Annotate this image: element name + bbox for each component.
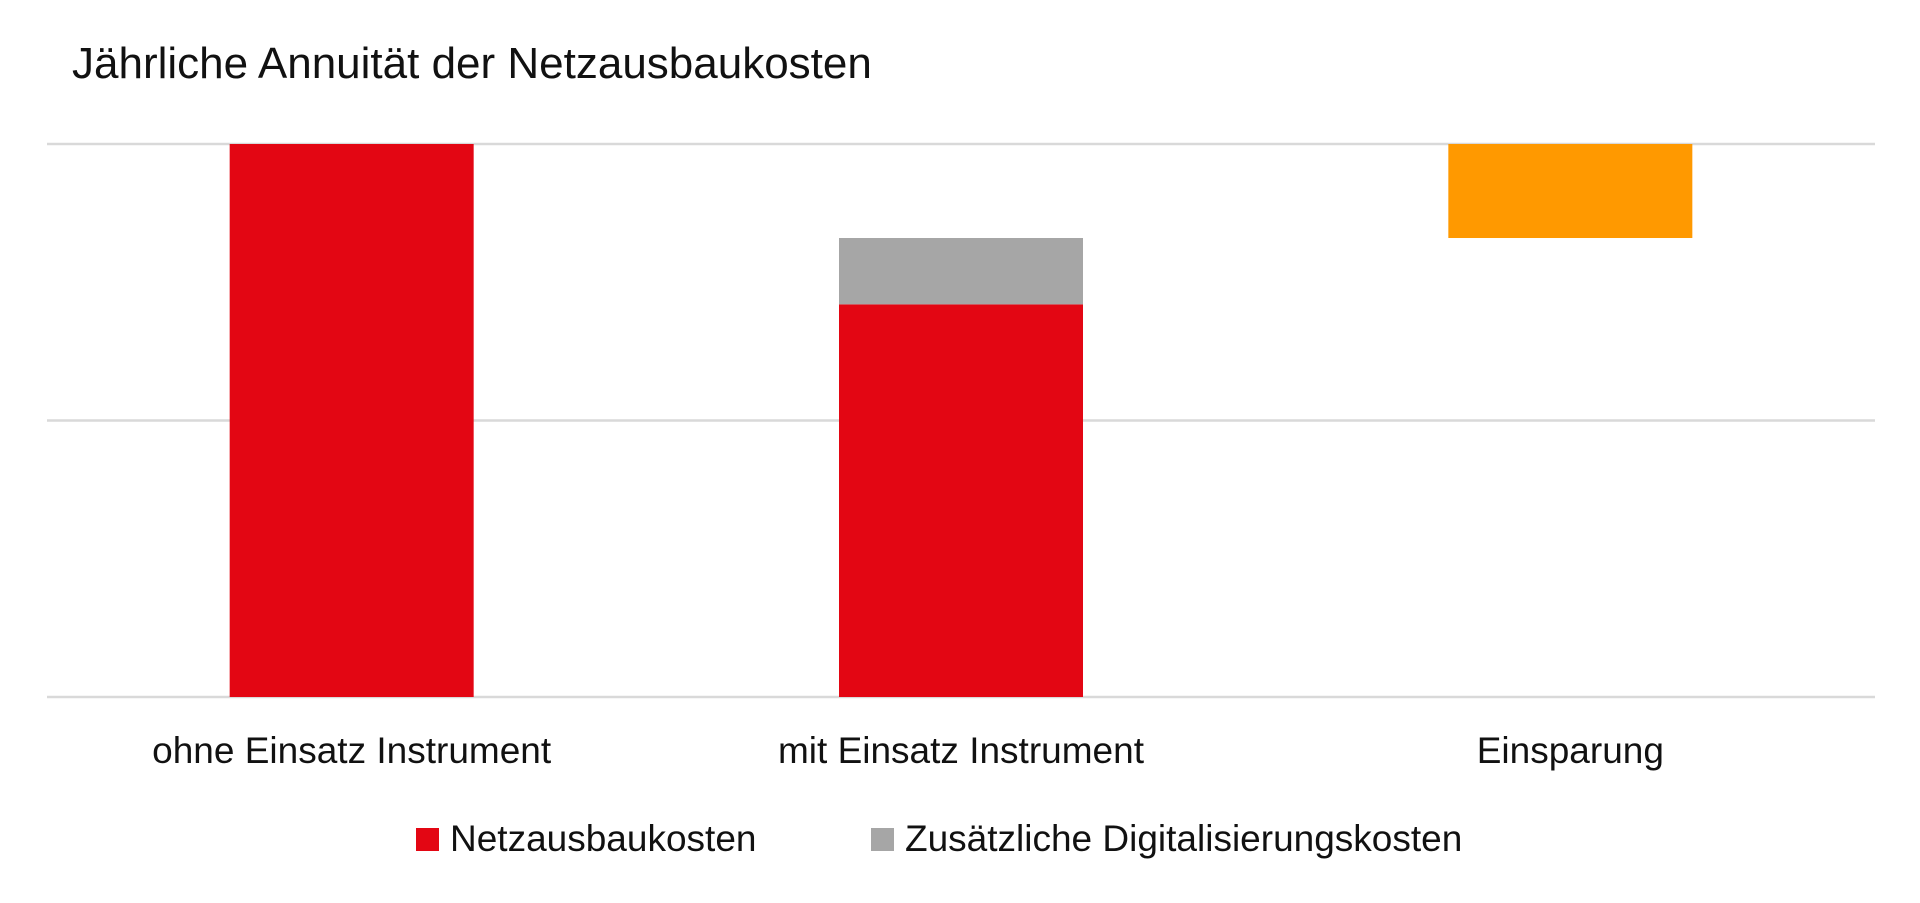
x-tick-label: ohne Einsatz Instrument (152, 730, 552, 771)
bar-segment-netzausbaukosten-1 (839, 304, 1083, 697)
legend-swatch (416, 828, 439, 851)
legend-swatch (871, 828, 894, 851)
legend-label: Netzausbaukosten (450, 818, 756, 859)
bar-segment-netzausbaukosten-0 (229, 144, 474, 697)
legend: Netzausbaukosten Zusätzliche Digitalisier… (416, 818, 1462, 859)
bar-segment-einsparung (1448, 144, 1693, 239)
chart-title: Jährliche Annuität der Netzausbaukosten (72, 39, 872, 88)
x-tick-label: Einsparung (1477, 730, 1664, 771)
bar-segment-digitalisierungskosten-1 (839, 238, 1083, 305)
x-tick-label: mit Einsatz Instrument (778, 730, 1145, 771)
x-tick-labels: ohne Einsatz Instrument mit Einsatz Instr… (152, 730, 1664, 771)
legend-label: Zusätzliche Digitalisierungskosten (905, 818, 1462, 859)
bars (229, 144, 1693, 697)
